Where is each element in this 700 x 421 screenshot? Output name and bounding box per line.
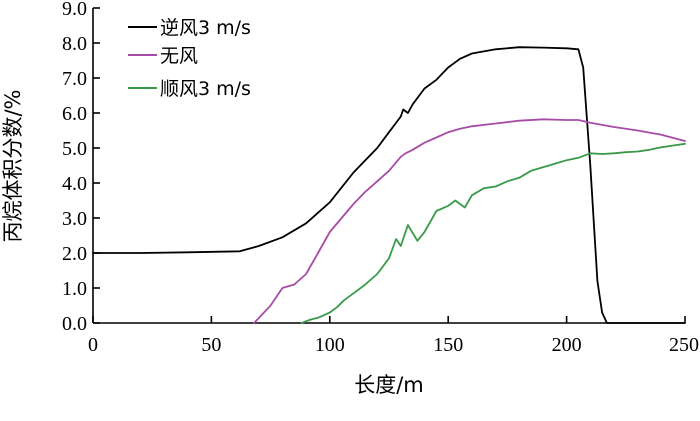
y-tick-label: 6.0 (62, 103, 87, 125)
y-tick-label: 9.0 (62, 0, 87, 20)
x-tick-label: 250 (669, 334, 699, 356)
y-tick-label: 1.0 (62, 278, 87, 300)
y-axis-title: 丙烷体积分数/% (1, 89, 25, 242)
y-tick-label: 4.0 (62, 173, 87, 195)
x-tick-label: 200 (552, 334, 582, 356)
y-tick-label: 7.0 (62, 68, 87, 90)
series-line-1 (253, 118, 686, 324)
legend-label-0: 逆风3 m/s (160, 17, 251, 39)
y-tick-label: 2.0 (62, 243, 87, 265)
legend-label-1: 无风 (160, 45, 198, 67)
x-ticks: 0 50 100 150 200 250 (88, 316, 699, 356)
legend: 逆风3 m/s 无风 顺风3 m/s (128, 17, 251, 100)
y-tick-label: 3.0 (62, 208, 87, 230)
x-axis-title: 长度/m (354, 373, 424, 397)
y-tick-label: 5.0 (62, 138, 87, 160)
y-ticks: 0.0 1.0 2.0 3.0 4.0 5.0 6.0 7.0 8.0 9.0 (62, 0, 100, 335)
x-tick-label: 50 (201, 334, 221, 356)
series-line-0 (92, 46, 686, 324)
x-tick-label: 150 (433, 334, 463, 356)
series-line-2 (300, 142, 686, 324)
x-tick-label: 0 (88, 334, 98, 356)
series-layer (92, 46, 686, 324)
legend-label-2: 顺风3 m/s (160, 78, 251, 100)
y-tick-label: 0.0 (62, 313, 87, 335)
axes (92, 8, 685, 324)
x-tick-label: 100 (315, 334, 345, 356)
y-tick-label: 8.0 (62, 33, 87, 55)
